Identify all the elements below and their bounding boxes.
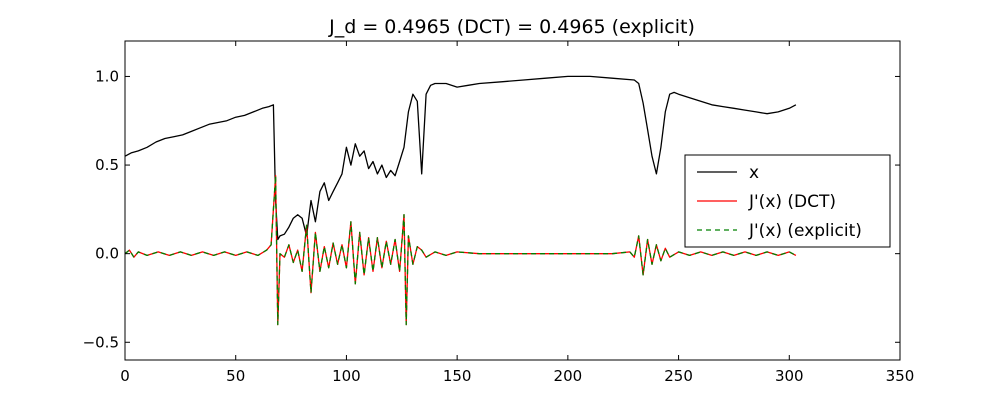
- tick-layer: 0 50 100 150 200 250 300 350 −0.5 0.0 0.5 1.0: [83, 41, 915, 385]
- x-tick-label: 100: [332, 367, 361, 385]
- x-tick-label: 350: [886, 367, 915, 385]
- x-tick-label: 300: [775, 367, 804, 385]
- y-tick-label: −0.5: [83, 333, 119, 351]
- legend-label-0: x: [749, 163, 759, 183]
- x-tick-label: 0: [120, 367, 130, 385]
- series-line-0: [125, 75, 797, 241]
- legend-label-2: J'(x) (explicit): [748, 221, 862, 241]
- y-tick-label: 1.0: [95, 67, 119, 85]
- legend-label-1: J'(x) (DCT): [748, 192, 836, 212]
- x-tick-label: 50: [226, 367, 245, 385]
- plot-frame: [124, 40, 901, 361]
- y-tick-label: 0.5: [95, 156, 119, 174]
- x-tick-label: 250: [664, 367, 693, 385]
- y-tick-label: 0.0: [95, 245, 119, 263]
- series-line-2: [125, 175, 797, 326]
- x-tick-label: 150: [443, 367, 472, 385]
- x-tick-label: 200: [554, 367, 583, 385]
- chart-title: J_d = 0.4965 (DCT) = 0.4965 (explicit): [328, 16, 695, 38]
- legend: x J'(x) (DCT) J'(x) (explicit): [684, 154, 891, 248]
- series-layer: [125, 75, 797, 326]
